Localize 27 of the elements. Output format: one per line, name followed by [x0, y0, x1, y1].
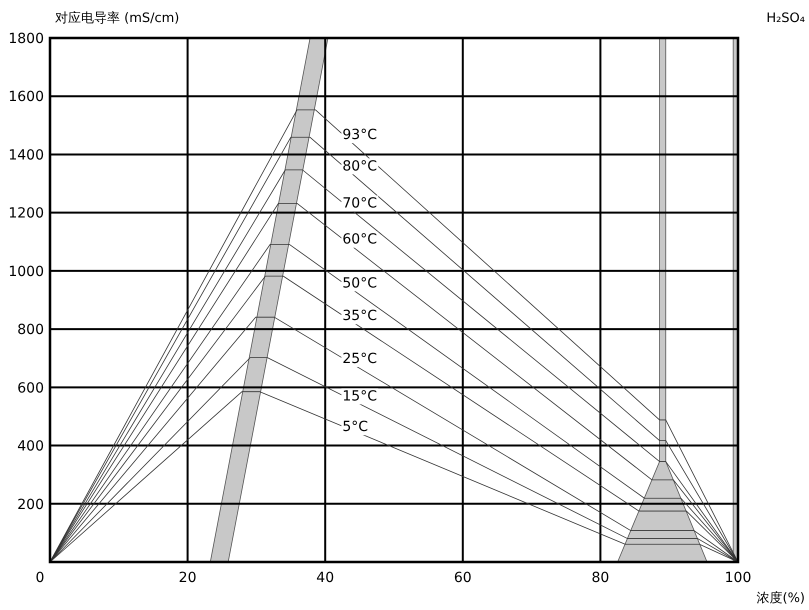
- y-tick-label: 1800: [8, 31, 44, 47]
- y-tick-label: 400: [17, 438, 44, 455]
- series-label: 80°C: [342, 158, 378, 174]
- y-tick-label: 200: [17, 496, 44, 513]
- y-tick-label: 600: [17, 380, 44, 396]
- y-tick-label: 1600: [8, 89, 44, 106]
- series-label: 25°C: [342, 350, 378, 367]
- x-axis-title: 浓度(%): [756, 590, 805, 606]
- series-label: 70°C: [342, 195, 378, 212]
- x-tick-label: 60: [454, 570, 472, 586]
- series-label: 50°C: [342, 275, 378, 292]
- series-label: 15°C: [342, 388, 378, 404]
- y-axis-title: 对应电导率 (mS/cm): [55, 10, 180, 26]
- x-tick-label: 100: [724, 570, 752, 586]
- text: H₂SO₄: [766, 11, 805, 26]
- y-tick-label: 1000: [8, 264, 44, 280]
- series-label: 60°C: [342, 232, 378, 248]
- series-label: 35°C: [342, 308, 378, 324]
- y-tick-label: 800: [17, 322, 44, 338]
- y-tick-label: 1400: [8, 147, 44, 164]
- x-tick-label: 40: [316, 570, 334, 586]
- x-tick-label: 0: [36, 570, 44, 586]
- series-label: 93°C: [342, 127, 378, 144]
- x-tick-label: 80: [591, 570, 610, 586]
- x-tick-label: 20: [178, 570, 197, 586]
- series-label: 5°C: [342, 419, 368, 436]
- y-tick-label: 1200: [8, 206, 44, 222]
